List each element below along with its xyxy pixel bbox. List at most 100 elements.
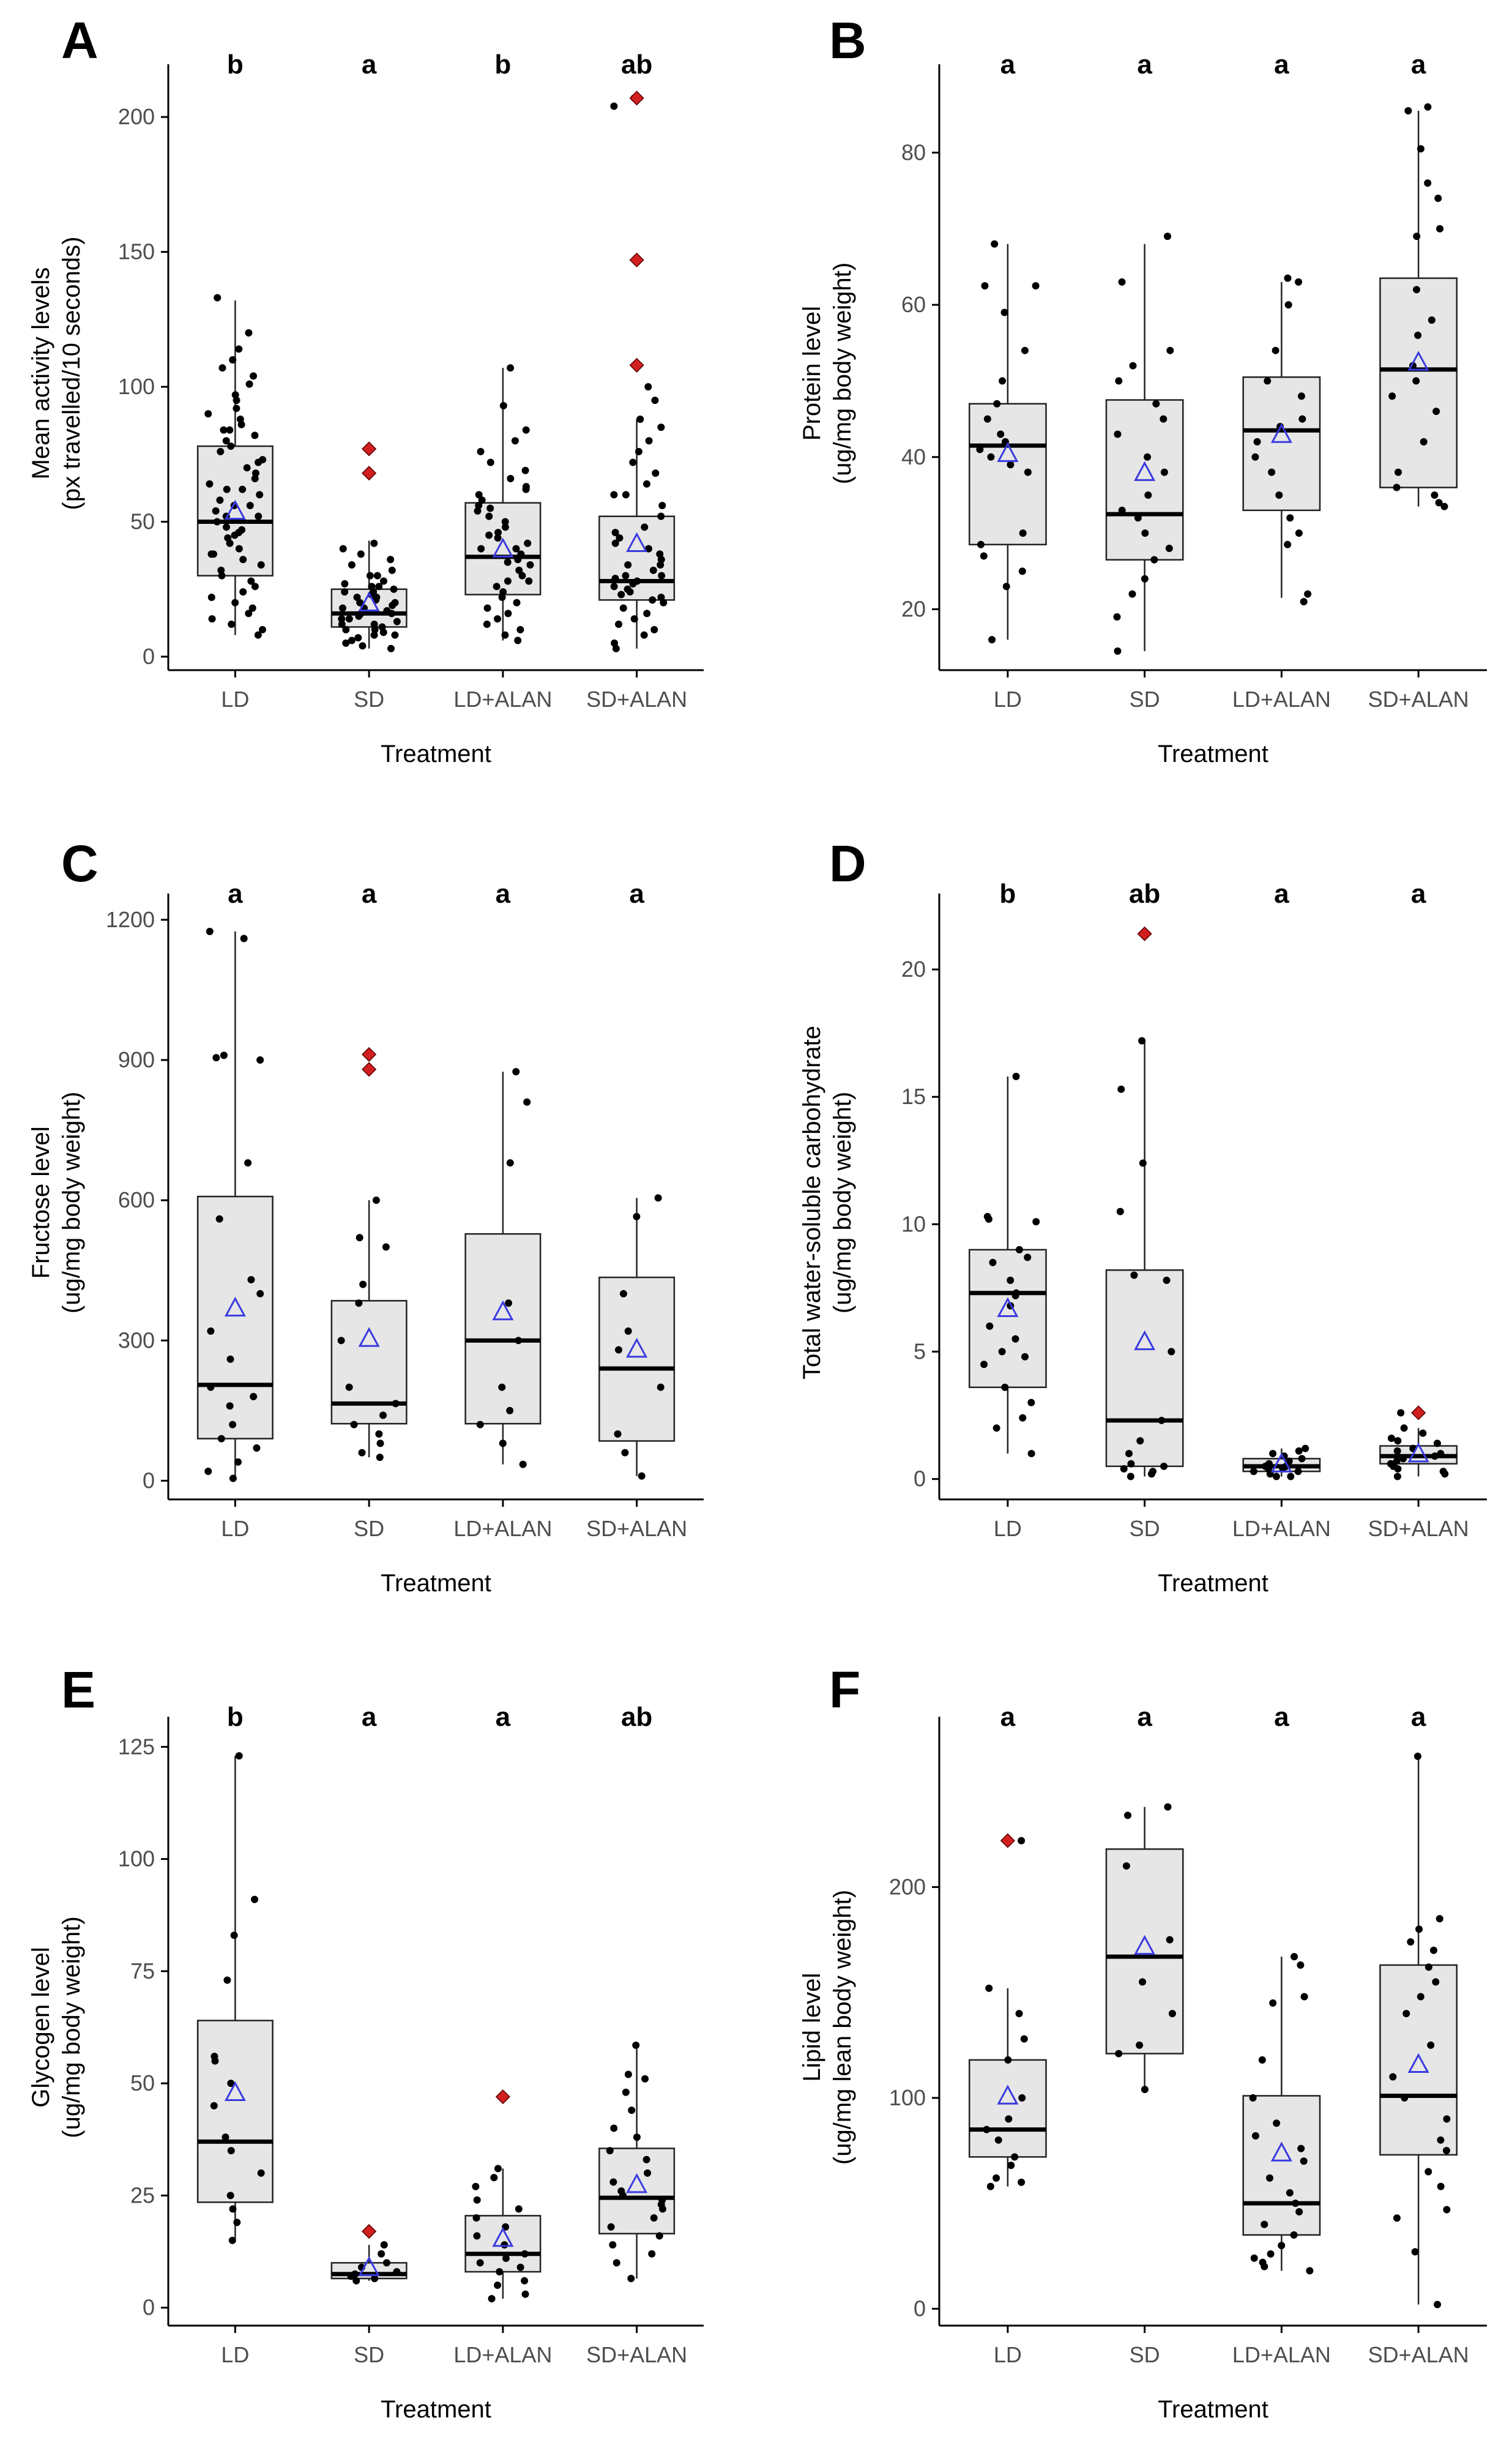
- x-axis-title: Treatment: [1158, 1570, 1268, 1597]
- y-tick-label: 0: [143, 644, 155, 669]
- data-point: [223, 485, 231, 493]
- data-point: [501, 518, 509, 526]
- data-point: [227, 2080, 235, 2088]
- data-point: [1267, 2250, 1275, 2258]
- significance-letter: a: [1411, 879, 1426, 909]
- data-point: [1118, 278, 1126, 286]
- y-axis-subtitle: (ug/mg body weight): [58, 1916, 85, 2138]
- data-point: [255, 458, 263, 466]
- data-point: [976, 446, 984, 453]
- data-point: [212, 507, 220, 515]
- data-point: [1032, 1218, 1040, 1226]
- data-point: [376, 1454, 384, 1461]
- data-point: [486, 458, 494, 466]
- data-point: [610, 102, 618, 110]
- data-point: [371, 625, 379, 633]
- data-point: [630, 615, 638, 623]
- data-point: [352, 2277, 360, 2285]
- data-point: [1402, 2010, 1410, 2018]
- panel-letter: B: [829, 12, 866, 69]
- outlier-point: [362, 1062, 377, 1077]
- data-point: [256, 1289, 264, 1297]
- data-point: [507, 364, 515, 372]
- data-point: [239, 588, 247, 596]
- outlier-point: [1137, 926, 1152, 941]
- y-tick-label: 200: [118, 104, 155, 129]
- data-point: [217, 566, 225, 574]
- data-point: [1144, 491, 1152, 499]
- data-point: [257, 561, 265, 569]
- data-point: [211, 2057, 219, 2065]
- data-point: [1141, 529, 1149, 537]
- data-point: [1286, 514, 1294, 522]
- data-point: [991, 240, 999, 248]
- data-point: [624, 2070, 632, 2078]
- data-point: [226, 426, 234, 434]
- data-point: [393, 618, 401, 625]
- data-point: [239, 485, 247, 493]
- data-point: [1388, 392, 1396, 400]
- data-point: [246, 502, 254, 510]
- data-point: [1284, 540, 1292, 548]
- data-point: [208, 615, 216, 623]
- data-point: [519, 1460, 527, 1468]
- x-tick-label: SD+ALAN: [1368, 1516, 1469, 1541]
- data-point: [998, 1348, 1006, 1356]
- data-point: [614, 1430, 622, 1438]
- mean-marker: [1407, 1442, 1429, 1463]
- data-point: [370, 539, 378, 547]
- y-tick-label: 300: [118, 1327, 155, 1353]
- data-point: [251, 469, 259, 477]
- significance-letter: ab: [621, 1702, 652, 1732]
- data-point: [379, 1411, 387, 1419]
- data-point: [218, 364, 226, 372]
- data-point: [651, 397, 659, 405]
- y-axis-title: Total water-soluble carbohydrate: [799, 1026, 825, 1379]
- y-tick-label: 100: [889, 2085, 926, 2110]
- data-point: [375, 1430, 383, 1438]
- y-axis-title: Fructose level: [28, 1127, 54, 1279]
- data-point: [1138, 1037, 1146, 1045]
- data-point: [1300, 2157, 1308, 2165]
- data-point: [1007, 1276, 1015, 1284]
- y-axis-subtitle: (ug/mg body weight): [829, 1092, 856, 1313]
- significance-letter: a: [362, 879, 377, 909]
- data-point: [339, 545, 347, 553]
- data-point: [1415, 1925, 1423, 1933]
- data-point: [338, 604, 346, 612]
- x-tick-label: SD+ALAN: [586, 687, 687, 712]
- data-point: [494, 615, 502, 623]
- data-point: [1021, 1353, 1029, 1360]
- data-point: [641, 523, 649, 531]
- data-point: [613, 2259, 620, 2267]
- x-tick-label: LD+ALAN: [1232, 2342, 1331, 2367]
- x-tick-label: LD+ALAN: [453, 2342, 552, 2367]
- data-point: [632, 2041, 640, 2049]
- y-tick-label: 80: [901, 140, 926, 165]
- y-tick-label: 0: [143, 2295, 155, 2320]
- data-point: [229, 1474, 237, 1482]
- significance-letter: a: [1274, 1702, 1289, 1732]
- y-tick-label: 20: [901, 597, 926, 622]
- data-point: [493, 583, 501, 591]
- data-point: [501, 2241, 508, 2249]
- data-point: [1113, 613, 1121, 621]
- data-point: [648, 2250, 656, 2258]
- data-point: [1027, 1398, 1035, 1406]
- data-point: [212, 1054, 220, 1062]
- data-point: [1417, 145, 1424, 153]
- data-point: [993, 400, 1001, 408]
- mean-marker: [1134, 1935, 1156, 1955]
- outlier-point: [1000, 1833, 1015, 1848]
- y-tick-label: 15: [901, 1084, 926, 1109]
- data-point: [986, 2182, 994, 2190]
- outlier-point: [362, 2223, 377, 2239]
- panel-e: E 0 25 50 75 100 125 LD b SD a LD+ALAN a SD+ALAN ab Tre…: [28, 1661, 704, 2423]
- outlier-point: [629, 357, 644, 373]
- significance-letter: a: [1411, 50, 1426, 80]
- x-tick-label: SD: [354, 1516, 384, 1541]
- data-point: [1165, 545, 1173, 553]
- data-point: [226, 1355, 234, 1363]
- data-point: [222, 2133, 229, 2141]
- data-point: [1295, 529, 1303, 537]
